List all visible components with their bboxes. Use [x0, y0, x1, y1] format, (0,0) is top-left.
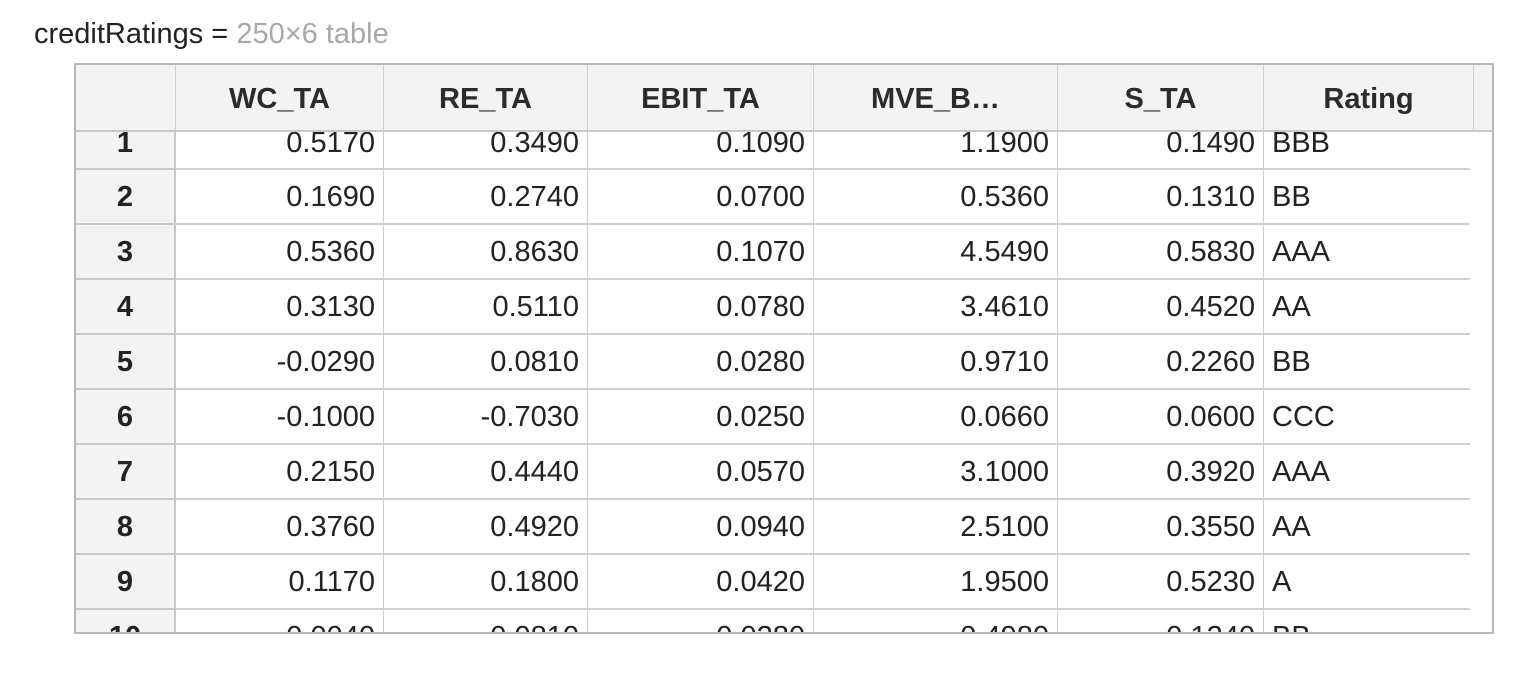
row-index: 6 — [76, 390, 176, 445]
row-index: 5 — [76, 335, 176, 390]
cell-wc-ta[interactable]: -0.1000 — [176, 390, 384, 445]
cell-s-ta[interactable]: 0.2260 — [1058, 335, 1264, 390]
cell-ebit-ta[interactable]: 0.1090 — [588, 129, 814, 170]
row-index: 9 — [76, 555, 176, 610]
cell-wc-ta[interactable]: 0.1170 — [176, 555, 384, 610]
header-filler — [1474, 65, 1492, 130]
cell-wc-ta[interactable]: 0.5360 — [176, 225, 384, 280]
cell-rating[interactable]: AAA — [1264, 225, 1470, 280]
cell-ebit-ta[interactable]: 0.0280 — [588, 335, 814, 390]
cell-mve-bvtd[interactable]: 2.5100 — [814, 500, 1058, 555]
cell-mve-bvtd[interactable]: 0.9710 — [814, 335, 1058, 390]
cell-wc-ta[interactable]: 0.3130 — [176, 280, 384, 335]
cell-ebit-ta[interactable]: 0.0280 — [588, 610, 814, 632]
cell-mve-bvtd[interactable]: 3.1000 — [814, 445, 1058, 500]
table-header: WC_TA RE_TA EBIT_TA MVE_B… S_TA Rating — [76, 65, 1492, 132]
variable-dimensions: 250×6 table — [236, 18, 389, 50]
table-row[interactable]: 3 0.5360 0.8630 0.1070 4.5490 0.5830 AAA — [76, 225, 1492, 280]
cell-mve-bvtd[interactable]: 1.9500 — [814, 555, 1058, 610]
cell-re-ta[interactable]: 0.4920 — [384, 500, 588, 555]
cell-rating[interactable]: AA — [1264, 500, 1470, 555]
cell-s-ta[interactable]: 0.1240 — [1058, 610, 1264, 632]
cell-wc-ta[interactable]: 0.1690 — [176, 170, 384, 225]
cell-rating[interactable]: BBB — [1264, 129, 1470, 170]
cell-rating[interactable]: A — [1264, 555, 1470, 610]
cell-rating[interactable]: BB — [1264, 170, 1470, 225]
cell-s-ta[interactable]: 0.5830 — [1058, 225, 1264, 280]
cell-s-ta[interactable]: 0.5230 — [1058, 555, 1264, 610]
cell-ebit-ta[interactable]: 0.0250 — [588, 390, 814, 445]
cell-mve-bvtd[interactable]: 0.5360 — [814, 170, 1058, 225]
cell-wc-ta[interactable]: -0.0290 — [176, 335, 384, 390]
row-index: 3 — [76, 225, 176, 280]
cell-mve-bvtd[interactable]: 4.5490 — [814, 225, 1058, 280]
table-row[interactable]: 2 0.1690 0.2740 0.0700 0.5360 0.1310 BB — [76, 170, 1492, 225]
cell-wc-ta[interactable]: 0.3760 — [176, 500, 384, 555]
cell-ebit-ta[interactable]: 0.0780 — [588, 280, 814, 335]
column-header-mve-bvtd[interactable]: MVE_B… — [814, 65, 1058, 130]
table-row[interactable]: 7 0.2150 0.4440 0.0570 3.1000 0.3920 AAA — [76, 445, 1492, 500]
equals-sign: = — [203, 18, 237, 50]
cell-re-ta[interactable]: 0.1800 — [384, 555, 588, 610]
column-header-rating[interactable]: Rating — [1264, 65, 1474, 130]
table-row[interactable]: 6 -0.1000 -0.7030 0.0250 0.0660 0.0600 CCC — [76, 390, 1492, 445]
cell-re-ta[interactable]: 0.8630 — [384, 225, 588, 280]
cell-re-ta[interactable]: 0.0810 — [384, 335, 588, 390]
table-row[interactable]: 5 -0.0290 0.0810 0.0280 0.9710 0.2260 BB — [76, 335, 1492, 390]
cell-mve-bvtd[interactable]: 0.4980 — [814, 610, 1058, 632]
cell-rating[interactable]: CCC — [1264, 390, 1470, 445]
row-index: 2 — [76, 170, 176, 225]
cell-ebit-ta[interactable]: 0.0570 — [588, 445, 814, 500]
cell-re-ta[interactable]: 0.4440 — [384, 445, 588, 500]
table-viewer[interactable]: WC_TA RE_TA EBIT_TA MVE_B… S_TA Rating 1… — [74, 63, 1494, 634]
cell-re-ta[interactable]: -0.7030 — [384, 390, 588, 445]
table-row[interactable]: 8 0.3760 0.4920 0.0940 2.5100 0.3550 AA — [76, 500, 1492, 555]
cell-re-ta[interactable]: 0.3490 — [384, 129, 588, 170]
column-header-re-ta[interactable]: RE_TA — [384, 65, 588, 130]
variable-name: creditRatings — [34, 18, 204, 50]
row-index: 7 — [76, 445, 176, 500]
cell-ebit-ta[interactable]: 0.1070 — [588, 225, 814, 280]
cell-re-ta[interactable]: 0.5110 — [384, 280, 588, 335]
cell-rating[interactable]: BB — [1264, 335, 1470, 390]
column-header-ebit-ta[interactable]: EBIT_TA — [588, 65, 814, 130]
cell-mve-bvtd[interactable]: 1.1900 — [814, 129, 1058, 170]
column-header-s-ta[interactable]: S_TA — [1058, 65, 1264, 130]
cell-rating[interactable]: BB — [1264, 610, 1470, 632]
table-row[interactable]: 9 0.1170 0.1800 0.0420 1.9500 0.5230 A — [76, 555, 1492, 610]
cell-s-ta[interactable]: 0.3920 — [1058, 445, 1264, 500]
index-column-header — [76, 65, 176, 130]
cell-s-ta[interactable]: 0.4520 — [1058, 280, 1264, 335]
cell-s-ta[interactable]: 0.1310 — [1058, 170, 1264, 225]
table-body: 1 0.5170 0.3490 0.1090 1.1900 0.1490 BBB 2 0.169… — [76, 129, 1492, 632]
cell-wc-ta[interactable]: 0.2150 — [176, 445, 384, 500]
table-row[interactable]: 1 0.5170 0.3490 0.1090 1.1900 0.1490 BBB — [76, 129, 1492, 170]
row-index: 4 — [76, 280, 176, 335]
row-index: 10 — [76, 610, 176, 632]
cell-s-ta[interactable]: 0.0600 — [1058, 390, 1264, 445]
column-header-wc-ta[interactable]: WC_TA — [176, 65, 384, 130]
cell-rating[interactable]: AAA — [1264, 445, 1470, 500]
cell-wc-ta[interactable]: 0.0040 — [176, 610, 384, 632]
cell-s-ta[interactable]: 0.1490 — [1058, 129, 1264, 170]
row-index: 1 — [76, 129, 176, 170]
variable-summary: creditRatings = 250×6 table — [34, 16, 389, 52]
row-index: 8 — [76, 500, 176, 555]
cell-wc-ta[interactable]: 0.5170 — [176, 129, 384, 170]
cell-mve-bvtd[interactable]: 3.4610 — [814, 280, 1058, 335]
cell-re-ta[interactable]: 0.0810 — [384, 610, 588, 632]
cell-mve-bvtd[interactable]: 0.0660 — [814, 390, 1058, 445]
cell-s-ta[interactable]: 0.3550 — [1058, 500, 1264, 555]
table-row[interactable]: 4 0.3130 0.5110 0.0780 3.4610 0.4520 AA — [76, 280, 1492, 335]
cell-ebit-ta[interactable]: 0.0940 — [588, 500, 814, 555]
cell-ebit-ta[interactable]: 0.0420 — [588, 555, 814, 610]
cell-rating[interactable]: AA — [1264, 280, 1470, 335]
cell-ebit-ta[interactable]: 0.0700 — [588, 170, 814, 225]
cell-re-ta[interactable]: 0.2740 — [384, 170, 588, 225]
